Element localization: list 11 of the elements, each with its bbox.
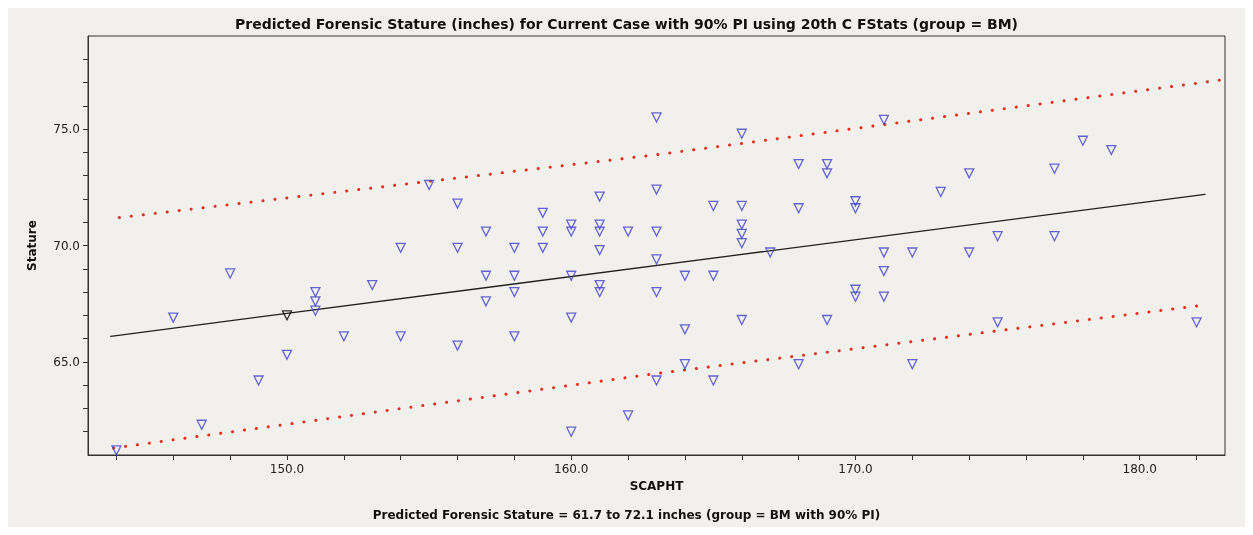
y-tick-label: 65.0 [53,354,80,369]
text: Predicted Forensic Stature = 61.7 to 72.1 inches (group = BM with 90% PI) [372,508,881,522]
y-axis-title: Stature [25,220,39,271]
x-tick-label: 160.0 [554,462,589,476]
x-tick-label: 150.0 [269,462,305,476]
chart-title: Predicted Forensic Stature (inches) for Current Case with 90% PI using 20th C FStats (group = BM) [234,16,1019,32]
x-tick-label: 170.0 [838,462,873,476]
x-tick-label: 180.0 [1122,462,1157,476]
y-tick-label: 70.0 [53,238,80,253]
x-axis-title: SCAPHT [629,478,685,493]
y-tick-label: 75.0 [53,122,80,137]
